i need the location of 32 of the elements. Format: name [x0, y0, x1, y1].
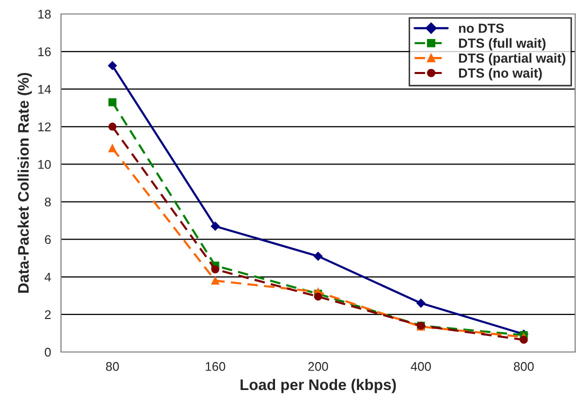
point	[108, 61, 117, 70]
x-tick-label: 400	[410, 362, 431, 371]
legend-label: DTS (partial wait)	[459, 53, 566, 66]
point	[108, 122, 116, 131]
point	[416, 298, 426, 308]
y-tick-label: 14	[38, 85, 51, 94]
legend-label: DTS (no wait)	[459, 68, 542, 80]
y-tick-label: 18	[38, 10, 51, 19]
y-tick-label: 12	[38, 122, 51, 132]
legend-label: DTS (full wait)	[459, 38, 546, 50]
y-axis-title: Data-Packet Collision Rate (%)	[18, 72, 32, 293]
y-tick-label: 2	[44, 310, 51, 319]
x-tick-label: 800	[514, 362, 534, 371]
legend-label: no DTS	[459, 24, 504, 33]
y-tick-label: 0	[44, 348, 51, 357]
y-tick-label: 6	[44, 235, 51, 244]
x-tick-label: 80	[106, 362, 119, 371]
point	[314, 292, 322, 301]
point	[520, 336, 528, 344]
x-axis-title: Load per Node (kbps)	[240, 378, 396, 394]
x-tick-label: 160	[206, 362, 226, 371]
point	[211, 265, 220, 274]
point	[108, 98, 116, 106]
point	[108, 144, 116, 152]
x-tick-label: 200	[308, 362, 328, 371]
y-tick-label: 8	[44, 198, 51, 206]
y-tick-label: 4	[44, 272, 51, 282]
point	[314, 252, 323, 261]
y-tick-label: 10	[38, 160, 51, 169]
y-tick-label: 16	[38, 47, 51, 56]
point	[211, 276, 220, 285]
point	[210, 222, 220, 231]
